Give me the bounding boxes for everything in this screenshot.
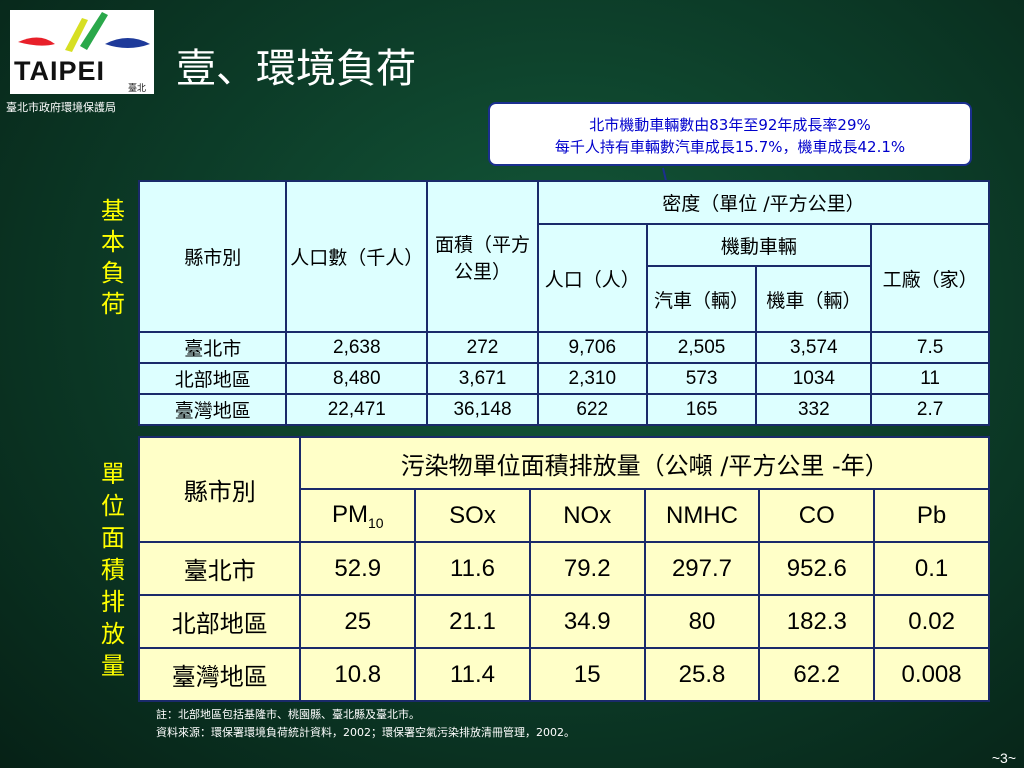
table-row: 臺灣地區 10.8 11.4 15 25.8 62.2 0.008: [137, 647, 990, 702]
cell-city: 臺北市: [137, 541, 302, 596]
cell-pb: 0.008: [873, 647, 990, 702]
pm-subscript: 10: [367, 514, 384, 531]
cell-motorcycle: 3,574: [755, 331, 873, 364]
cell-factory: 11: [870, 362, 990, 395]
cell-city: 臺灣地區: [137, 647, 302, 702]
side-label-char: 荷: [101, 290, 125, 318]
cell-car: 573: [645, 362, 758, 395]
cell-nmhc: 297.7: [643, 541, 761, 596]
cell-car: 165: [645, 393, 758, 426]
cell-pb: 0.02: [873, 594, 990, 649]
header-area: 面積（平方公里）: [426, 180, 539, 333]
header-car: 汽車（輛）: [645, 265, 758, 333]
header-nox: NOx: [528, 488, 646, 543]
page-title: 壹、環境負荷: [176, 46, 416, 92]
cell-population: 8,480: [285, 362, 429, 395]
table-row: 臺北市 52.9 11.6 79.2 297.7 952.6 0.1: [137, 541, 990, 596]
cell-sox: 21.1: [414, 594, 531, 649]
taipei-logo-mark-icon: [18, 12, 150, 52]
header-factory: 工廠（家）: [870, 223, 990, 333]
side-label-char: 放: [101, 620, 125, 648]
cell-area: 272: [426, 331, 539, 364]
side-label-char: 積: [101, 556, 125, 584]
table-row: 臺北市 2,638 272 9,706 2,505 3,574 7.5: [137, 331, 990, 364]
header-population-density: 人口（人）: [536, 223, 648, 333]
side-label-char: 單: [101, 460, 125, 488]
callout-line-2: 每千人持有車輛數汽車成長15.7%，機車成長42.1%: [554, 138, 906, 156]
header-emission: 污染物單位面積排放量（公噸 /平方公里 -年）: [299, 436, 990, 490]
table-row: 北部地區 25 21.1 34.9 80 182.3 0.02: [137, 594, 990, 649]
page-number: ~3~: [991, 750, 1016, 766]
side-label-char: 本: [101, 228, 125, 256]
cell-sox: 11.6: [414, 541, 531, 596]
header-sox: SOx: [414, 488, 531, 543]
header-vehicles: 機動車輛: [645, 223, 873, 267]
cell-motorcycle: 332: [755, 393, 873, 426]
cell-factory: 2.7: [870, 393, 990, 426]
cell-area: 36,148: [426, 393, 539, 426]
pm-label: PM: [331, 500, 368, 528]
table-row: 北部地區 8,480 3,671 2,310 573 1034 11: [137, 362, 990, 395]
logo-subtext: 臺北: [127, 84, 146, 94]
cell-city: 北部地區: [137, 594, 302, 649]
cell-area: 3,671: [426, 362, 539, 395]
cell-city: 北部地區: [137, 362, 288, 395]
cell-city: 臺灣地區: [137, 393, 288, 426]
side-label-char: 排: [101, 588, 125, 616]
header-pm10: PM10: [299, 488, 417, 543]
cell-city: 臺北市: [137, 331, 288, 364]
header-co: CO: [758, 488, 876, 543]
callout-box: 北市機動車輛數由83年至92年成長率29% 每千人持有車輛數汽車成長15.7%，…: [488, 102, 972, 166]
cell-sox: 11.4: [414, 647, 531, 702]
cell-nox: 15: [528, 647, 646, 702]
cell-motorcycle: 1034: [755, 362, 873, 395]
cell-co: 952.6: [758, 541, 876, 596]
callout-line-1: 北市機動車輛數由83年至92年成長率29%: [589, 116, 871, 134]
table-row: 臺灣地區 22,471 36,148 622 165 332 2.7: [137, 393, 990, 426]
side-label-char: 基: [101, 197, 125, 225]
logo-text: TAIPEI: [14, 56, 106, 86]
taipei-logo: TAIPEI 臺北: [10, 10, 154, 94]
cell-population: 22,471: [285, 393, 429, 426]
header-nmhc: NMHC: [643, 488, 761, 543]
footnotes: 註：北部地區包括基隆市、桃園縣、臺北縣及臺北市。 資料來源：環保署環境負荷統計資…: [156, 706, 575, 742]
side-label-char: 面: [101, 524, 125, 552]
cell-nmhc: 25.8: [643, 647, 761, 702]
header-motorcycle: 機車（輛）: [755, 265, 873, 333]
cell-nox: 79.2: [528, 541, 646, 596]
cell-nmhc: 80: [643, 594, 761, 649]
emission-table: 縣市別 污染物單位面積排放量（公噸 /平方公里 -年） PM10 SOx NOx…: [137, 436, 990, 702]
cell-car: 2,505: [645, 331, 758, 364]
side-label-basic-load: 基 本 負 荷: [98, 196, 128, 320]
cell-pm10: 10.8: [299, 647, 417, 702]
cell-density: 2,310: [536, 362, 648, 395]
side-label-char: 負: [101, 259, 125, 287]
cell-pb: 0.1: [873, 541, 990, 596]
cell-nox: 34.9: [528, 594, 646, 649]
agency-name: 臺北市政府環境保護局: [6, 101, 116, 114]
cell-population: 2,638: [285, 331, 429, 364]
side-label-char: 位: [101, 492, 125, 520]
footnote-line-1: 註：北部地區包括基隆市、桃園縣、臺北縣及臺北市。: [156, 708, 420, 721]
header-pb: Pb: [873, 488, 990, 543]
cell-density: 9,706: [536, 331, 648, 364]
cell-pm10: 25: [299, 594, 417, 649]
side-label-emission: 單 位 面 積 排 放 量: [98, 458, 128, 682]
cell-co: 62.2: [758, 647, 876, 702]
basic-load-table: 縣市別 人口數（千人） 面積（平方公里） 密度（單位 /平方公里） 人口（人） …: [137, 180, 991, 426]
header-density: 密度（單位 /平方公里）: [536, 180, 991, 225]
side-label-char: 量: [101, 652, 125, 680]
header-city: 縣市別: [137, 436, 302, 543]
cell-factory: 7.5: [870, 331, 990, 364]
cell-pm10: 52.9: [299, 541, 417, 596]
header-population: 人口數（千人）: [285, 180, 429, 333]
cell-density: 622: [536, 393, 648, 426]
footnote-line-2: 資料來源：環保署環境負荷統計資料，2002；環保署空氣污染排放清冊管理，2002…: [156, 726, 575, 739]
header-city: 縣市別: [137, 180, 288, 333]
cell-co: 182.3: [758, 594, 876, 649]
